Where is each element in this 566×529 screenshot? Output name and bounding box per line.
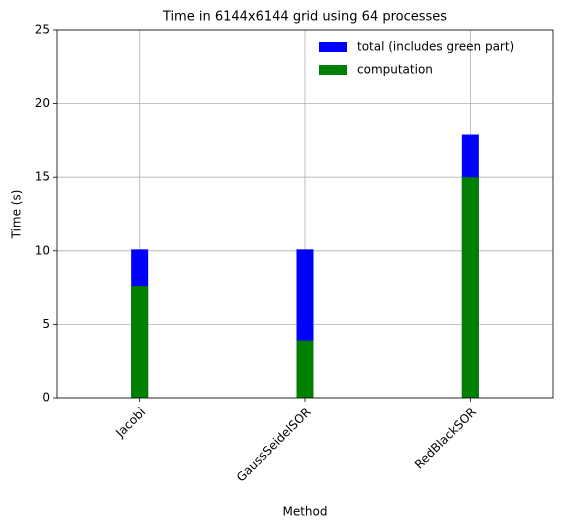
legend-swatch bbox=[319, 42, 347, 52]
y-tick-label: 15 bbox=[35, 170, 50, 184]
y-tick-label: 10 bbox=[35, 243, 50, 257]
y-tick-label: 0 bbox=[42, 391, 50, 405]
legend-label: total (includes green part) bbox=[357, 40, 514, 54]
x-tick-label: RedBlackSOR bbox=[412, 405, 479, 472]
bar bbox=[296, 340, 314, 398]
y-tick-label: 25 bbox=[35, 23, 50, 37]
x-axis-label: Method bbox=[282, 505, 327, 519]
y-axis-label: Time (s) bbox=[10, 190, 24, 240]
x-tick-label: GaussSeidelSOR bbox=[234, 405, 314, 485]
y-tick-label: 5 bbox=[42, 317, 50, 331]
x-tick-label: Jacobi bbox=[112, 405, 148, 441]
y-tick-label: 20 bbox=[35, 96, 50, 110]
bar bbox=[461, 177, 479, 398]
bar bbox=[131, 286, 149, 398]
chart-title: Time in 6144x6144 grid using 64 processe… bbox=[162, 10, 447, 25]
legend-label: computation bbox=[357, 63, 433, 77]
legend-swatch bbox=[319, 65, 347, 75]
